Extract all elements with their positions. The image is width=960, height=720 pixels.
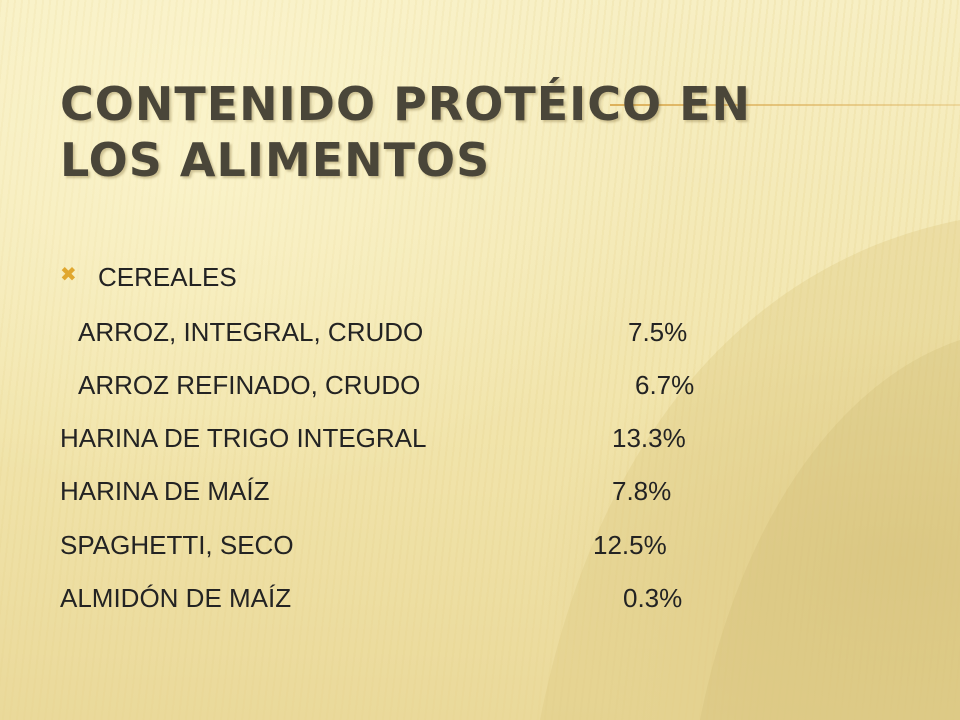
item-name: ARROZ, INTEGRAL, CRUDO [78,317,424,347]
item-name: ALMIDÓN DE MAÍZ [60,583,292,613]
item-value: 12.5% [593,530,667,560]
item-value: 7.8% [612,476,672,506]
item-value: 7.5% [628,317,688,347]
item-value: 6.7% [635,370,695,400]
title-line-1: CONTENIDO PROTÉICO EN [60,77,752,131]
x-mark-bullet-icon: ✖ [60,264,77,286]
item-name: ARROZ REFINADO, CRUDO [78,370,421,400]
item-value: 0.3% [623,583,683,613]
item-value: 13.3% [612,423,686,453]
slide-title: CONTENIDO PROTÉICO EN LOS ALIMENTOS [60,76,780,188]
title-underline-rule [610,104,960,106]
title-line-2: LOS ALIMENTOS [60,133,491,187]
item-name: SPAGHETTI, SECO [60,530,294,560]
item-name: HARINA DE TRIGO INTEGRAL [60,423,427,453]
section-label: CEREALES [98,262,237,292]
item-name: HARINA DE MAÍZ [60,476,270,506]
